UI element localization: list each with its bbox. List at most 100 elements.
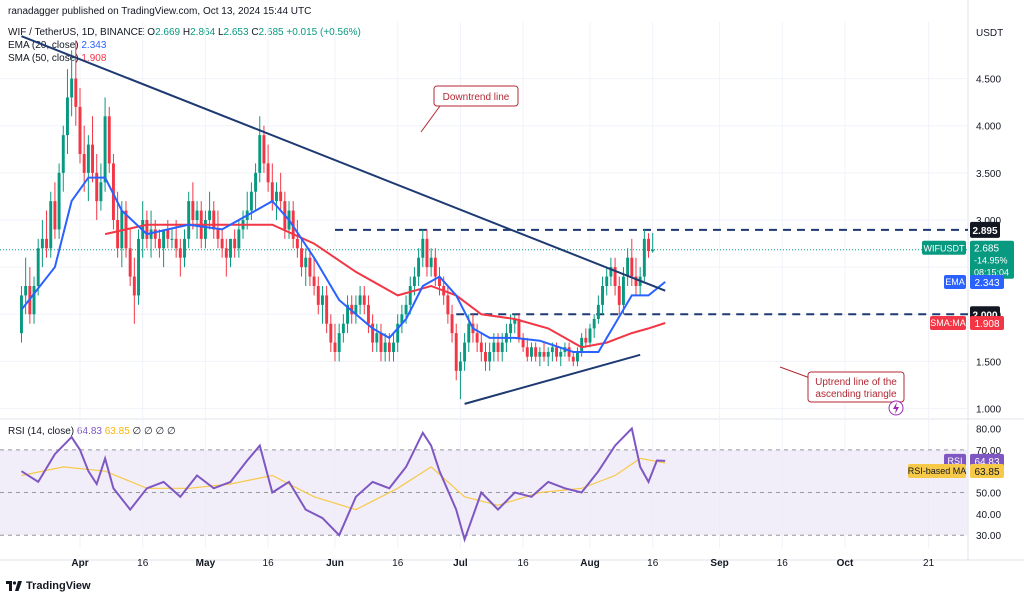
ema-tag-bg [970, 274, 1004, 289]
candle-body [521, 337, 525, 348]
candle-body [195, 210, 199, 220]
candle-body [212, 210, 216, 230]
low-label: L [217, 27, 224, 38]
close-value: 2.685 [258, 27, 284, 38]
candle [642, 229, 646, 282]
candle-body [609, 267, 613, 277]
candle [575, 347, 579, 367]
candle-body [233, 238, 237, 249]
candle [634, 257, 638, 296]
resistance-level-tag: 2.895 [970, 221, 1000, 238]
candle-body [229, 238, 232, 258]
candle-body [647, 238, 650, 252]
candle-body [396, 323, 400, 343]
candle-body [371, 323, 375, 343]
candle-body [358, 295, 362, 305]
candle-body [137, 238, 140, 296]
candle [647, 233, 650, 258]
ema-tag-value: 2.343 [974, 278, 999, 289]
candle [262, 125, 266, 173]
rsi-tick-label: 40.00 [976, 510, 1001, 521]
last-price-symbol-tag: WIFUSDT [924, 244, 965, 254]
candle-body [153, 229, 157, 239]
rsi-ma-tag-label-bg [908, 463, 966, 478]
open-value: 2.669 [155, 27, 181, 38]
alert-bolt-icon-shape [893, 402, 899, 414]
candle [300, 238, 304, 277]
candle-body [187, 201, 191, 239]
candle [103, 97, 107, 192]
candle [450, 304, 454, 343]
candle-body [162, 229, 166, 249]
candle-body [308, 257, 312, 277]
candle-body [111, 163, 115, 220]
candle-body [534, 347, 538, 357]
candle-body [57, 172, 61, 230]
candle [28, 267, 32, 324]
ema-legend-value: 2.343 [81, 40, 107, 51]
candle [371, 314, 375, 352]
candle-body [412, 276, 416, 286]
candle-body [53, 201, 57, 230]
candle [295, 220, 299, 258]
candle [488, 342, 492, 371]
low-value: 2.653 [223, 27, 249, 38]
candle [74, 40, 78, 126]
candle [308, 248, 312, 286]
candle [521, 333, 525, 352]
candle [32, 276, 36, 324]
candle-body [651, 249, 655, 252]
candle-body [484, 352, 487, 362]
ema20-line [20, 176, 666, 353]
downtrend-callout-box [433, 85, 519, 107]
sma-legend[interactable]: SMA (50, close) 1.908 [8, 53, 106, 65]
candle [78, 88, 82, 164]
candle-body [132, 276, 136, 296]
candle-body [312, 276, 316, 286]
rsi-legend-label: RSI (14, close) [8, 426, 75, 437]
candle [596, 295, 600, 324]
high-value: 2.864 [190, 27, 216, 38]
candle-body [421, 238, 425, 258]
candle-body [630, 257, 634, 277]
candle [145, 210, 149, 249]
tradingview-logo[interactable]: TradingView [6, 580, 91, 592]
rsi-tick-label: 30.00 [976, 531, 1001, 542]
candle-body [642, 238, 646, 277]
candle-body [383, 342, 387, 352]
symbol-label[interactable]: WIF / TetherUS, 1D, BINANCE [8, 27, 145, 38]
candle [157, 229, 161, 258]
rsi-legend[interactable]: RSI (14, close) 64.83 63.85 ∅ ∅ ∅ ∅ [8, 426, 176, 438]
rsi-legend-value: 64.83 [76, 426, 102, 437]
candle-body [362, 295, 366, 305]
candle-body [32, 286, 36, 315]
candle [95, 154, 99, 220]
candle [534, 342, 538, 362]
candle-body [492, 342, 496, 352]
candle-body [178, 248, 182, 258]
candle [454, 323, 458, 381]
rsi-tick-label: 50.00 [976, 489, 1001, 500]
time-tick-label: 16 [647, 558, 659, 569]
candle-body [95, 172, 99, 202]
candle [580, 333, 584, 357]
tradingview-logo-icon [6, 581, 22, 591]
candle-body [425, 238, 429, 268]
candle-body [571, 356, 575, 362]
candle-body [300, 248, 304, 268]
candle [408, 276, 412, 315]
candle-body [249, 191, 253, 211]
rsi-tag-label: RSI [947, 456, 962, 466]
time-tick-label: 16 [518, 558, 530, 569]
candle-body [454, 333, 458, 371]
candle [417, 248, 421, 286]
candle-body [316, 286, 320, 305]
candle [525, 337, 529, 362]
candle [626, 248, 630, 286]
candle [99, 163, 103, 211]
candle-body [116, 220, 120, 249]
rsi-ma-tag-bg [970, 463, 1004, 478]
